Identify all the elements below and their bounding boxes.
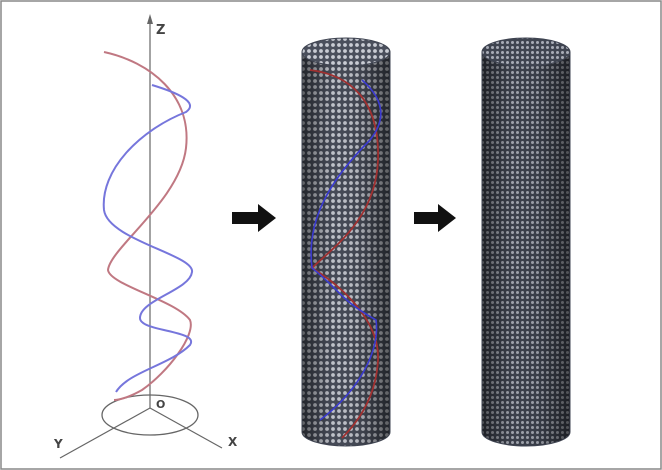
tube2-top-cap bbox=[481, 37, 571, 67]
z-axis-arrowhead bbox=[147, 14, 153, 24]
x-axis bbox=[149, 407, 223, 449]
y-axis-label: Y bbox=[53, 437, 63, 451]
tube1-helix-blue bbox=[310, 79, 382, 421]
helix-blue-strand bbox=[102, 84, 193, 393]
y-axis bbox=[59, 407, 151, 459]
arrow-right-1 bbox=[232, 204, 276, 232]
z-axis-label: Z bbox=[156, 23, 165, 38]
base-ellipse bbox=[101, 394, 199, 436]
tube2-outline bbox=[481, 52, 571, 447]
panel-plain-nanotube bbox=[481, 37, 571, 447]
panel-double-helix-axes: Z O Y X bbox=[53, 14, 238, 459]
panel-helix-wrapped-nanotube bbox=[301, 37, 391, 447]
tube1-outline bbox=[301, 52, 391, 447]
arrow-right-2 bbox=[414, 204, 456, 232]
tube1-top-cap bbox=[301, 37, 391, 67]
origin-label: O bbox=[156, 398, 165, 411]
x-axis-label: X bbox=[228, 435, 238, 449]
